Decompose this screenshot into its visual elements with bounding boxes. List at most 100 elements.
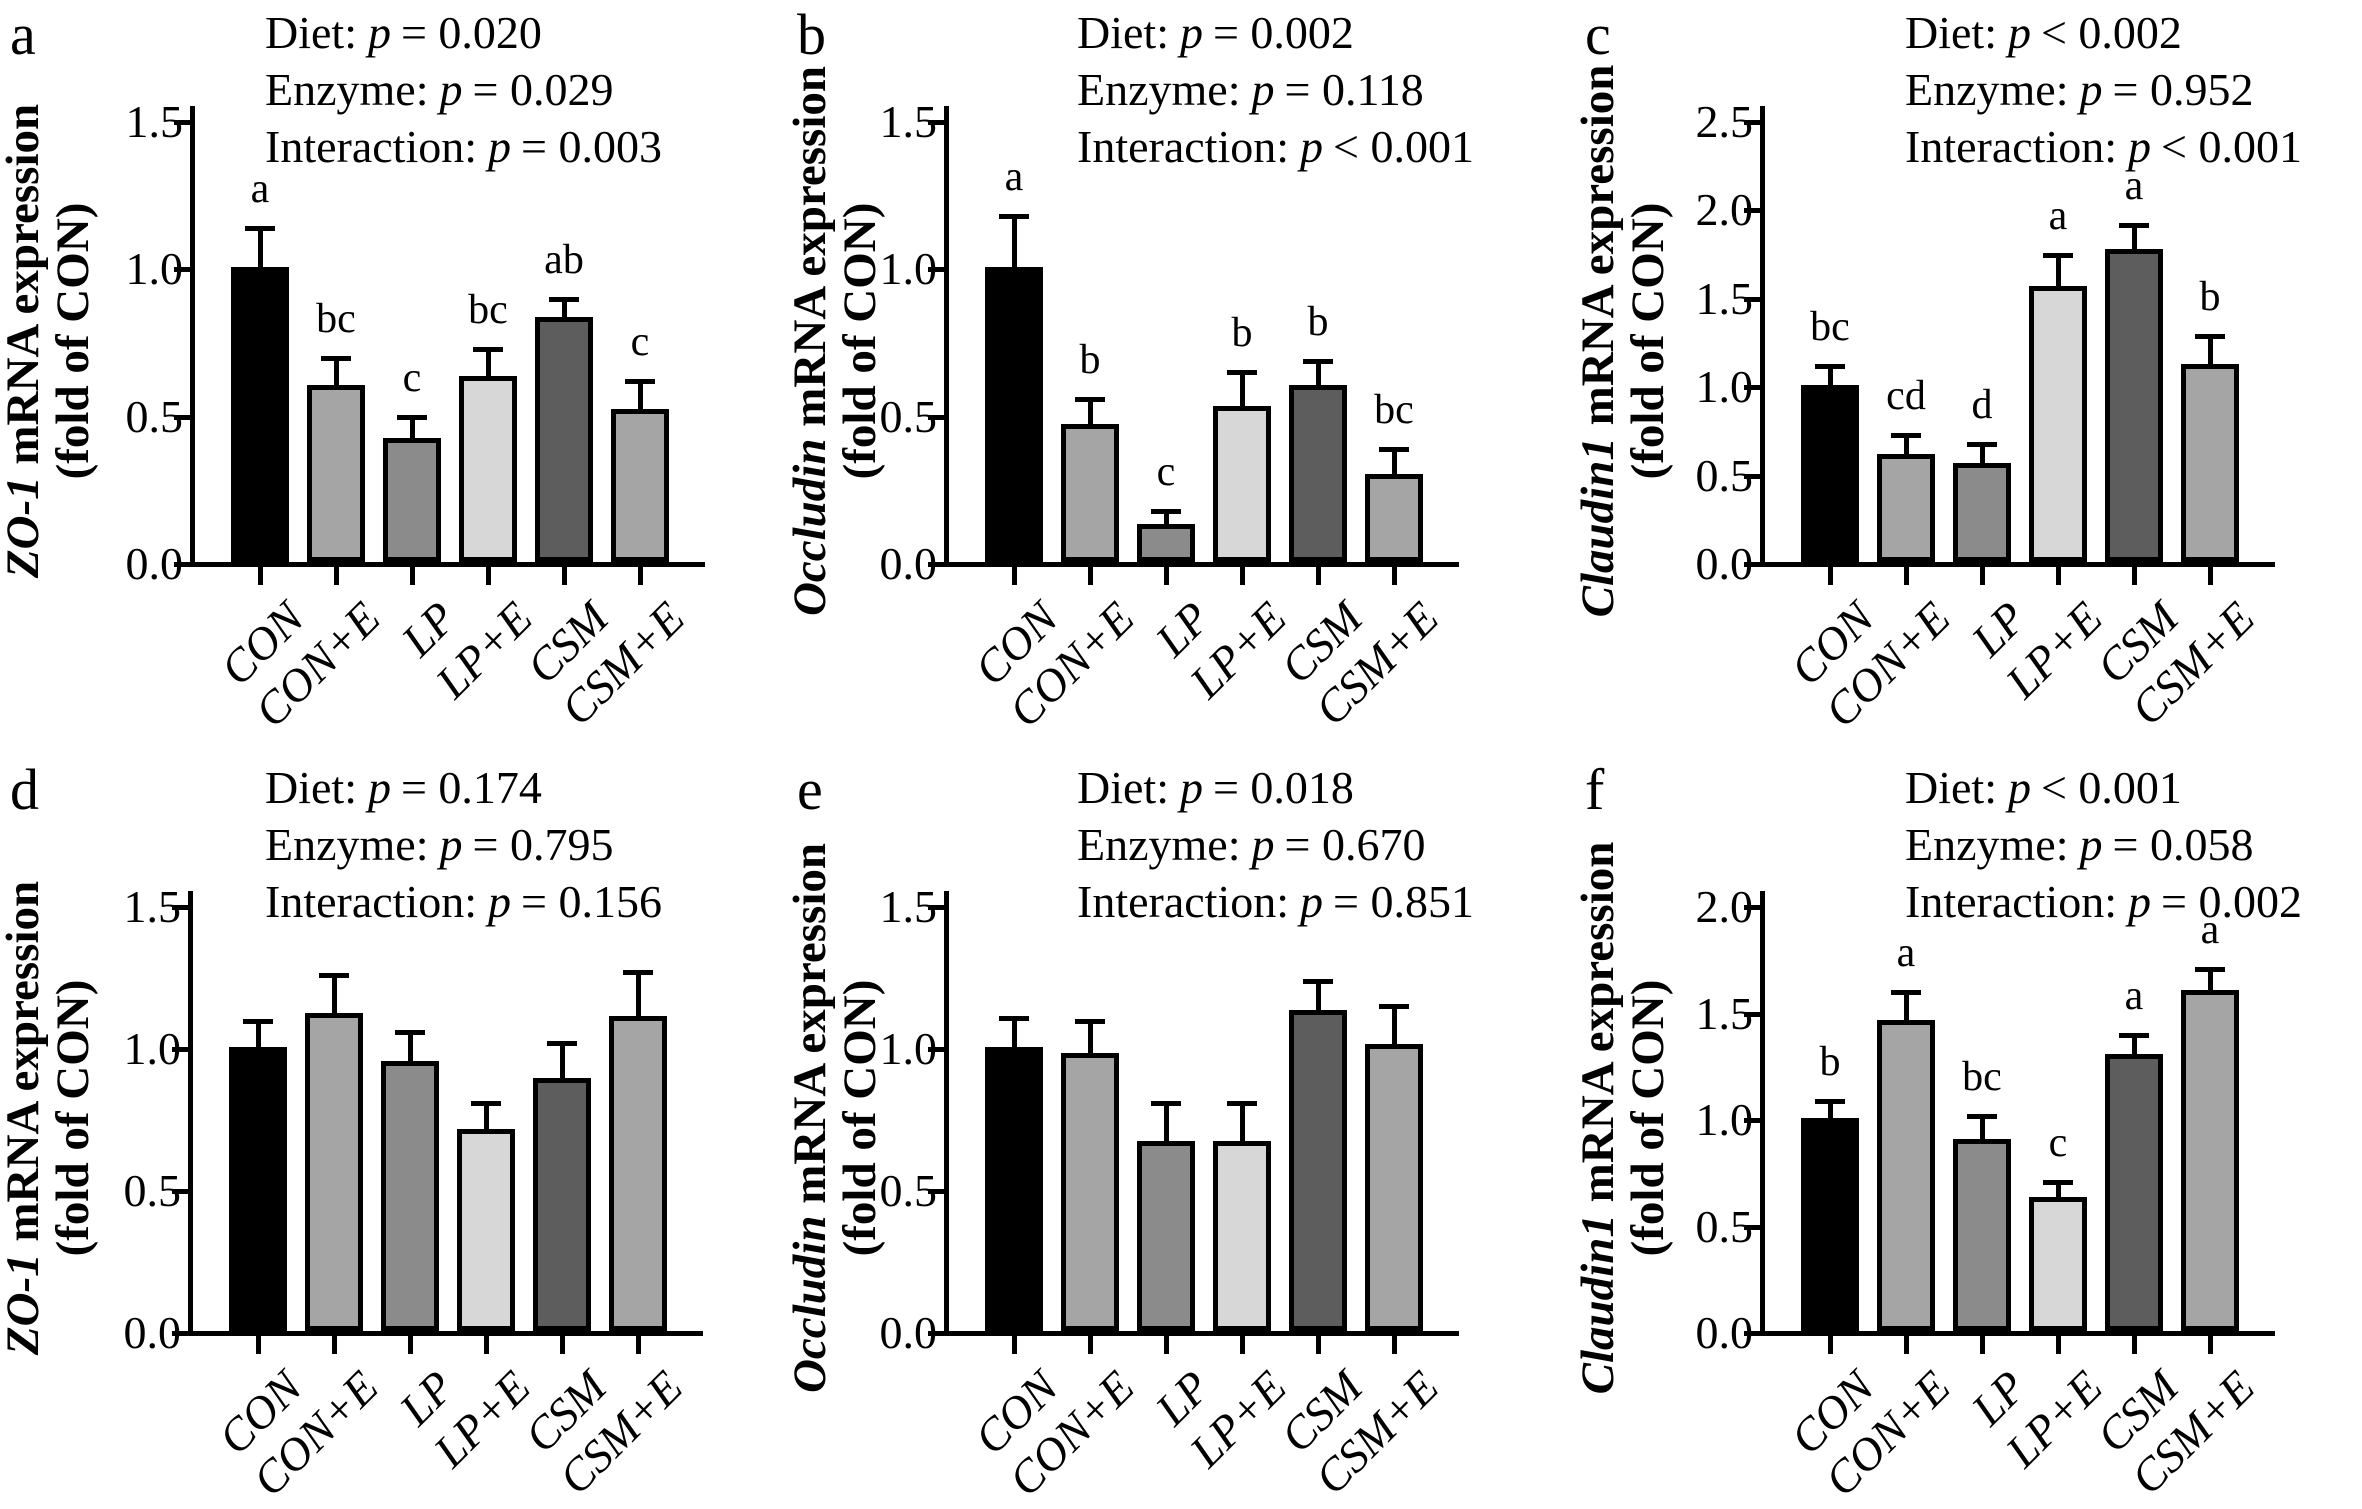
error-bar-cap bbox=[1891, 433, 1921, 438]
error-bar-stem bbox=[1164, 509, 1169, 528]
bar-csm-e bbox=[2181, 990, 2239, 1331]
x-tick bbox=[1904, 1336, 1909, 1354]
error-bar-stem bbox=[1316, 359, 1321, 390]
x-tick bbox=[486, 567, 491, 585]
significance-letter: a bbox=[2124, 163, 2144, 209]
error-bar-stem bbox=[258, 226, 263, 271]
x-tick bbox=[560, 1336, 565, 1354]
x-tick bbox=[1904, 567, 1909, 585]
panel-letter: d bbox=[10, 757, 39, 822]
error-bar-cap bbox=[321, 356, 351, 361]
gene-name: Claudin1 bbox=[1572, 437, 1624, 618]
y-axis-label-line1: ZO-1 mRNA expression bbox=[0, 881, 49, 1355]
significance-letter: c bbox=[1156, 449, 1176, 495]
error-bar-cap bbox=[1075, 1019, 1105, 1024]
y-axis-label-rest: mRNA expression bbox=[1572, 64, 1624, 438]
x-tick bbox=[1392, 1336, 1397, 1354]
error-bar-stem bbox=[1392, 1004, 1397, 1048]
error-bar-cap bbox=[1227, 1101, 1257, 1106]
x-tick bbox=[2056, 567, 2061, 585]
bar-csm bbox=[2105, 249, 2163, 562]
stats-line-enzyme: Enzyme: p = 0.952 bbox=[1905, 61, 2302, 118]
x-tick bbox=[562, 567, 567, 585]
y-tick-label: 0.5 bbox=[879, 1165, 938, 1216]
error-bar-cap bbox=[1151, 509, 1181, 514]
y-axis-label-rest: mRNA expression bbox=[0, 103, 49, 477]
p-symbol: p bbox=[1300, 876, 1324, 927]
x-tick bbox=[1240, 1336, 1245, 1354]
p-symbol: p bbox=[439, 819, 463, 870]
stats-line-diet: Diet: p = 0.002 bbox=[1077, 4, 1474, 61]
error-bar-cap bbox=[549, 297, 579, 302]
significance-letter: a bbox=[2124, 973, 2144, 1019]
x-tick bbox=[256, 1336, 261, 1354]
error-bar-cap bbox=[319, 973, 349, 978]
error-bar-cap bbox=[623, 970, 653, 975]
stats-p-value: = 0.020 bbox=[400, 7, 542, 58]
error-bar-stem bbox=[1240, 370, 1245, 409]
y-tick-label: 1.5 bbox=[123, 881, 182, 932]
significance-letter: c bbox=[630, 319, 650, 365]
y-tick-label: 0.5 bbox=[1695, 1201, 1754, 1252]
stats-factor-label: Diet: bbox=[1905, 7, 1997, 58]
y-axis-label-rest: mRNA expression bbox=[1572, 841, 1624, 1215]
error-bar-cap bbox=[397, 415, 427, 420]
stats-line-interaction: Interaction: p = 0.002 bbox=[1905, 873, 2302, 930]
error-bar-cap bbox=[1815, 364, 1845, 369]
error-bar-stem bbox=[1316, 979, 1321, 1014]
y-tick bbox=[172, 1189, 188, 1194]
x-tick bbox=[334, 567, 339, 585]
x-tick bbox=[1088, 1336, 1093, 1354]
significance-letter: bc bbox=[1810, 304, 1850, 350]
stats-factor-label: Interaction: bbox=[1077, 876, 1290, 927]
stats-factor-label: Interaction: bbox=[1905, 876, 2118, 927]
error-bar-stem bbox=[2056, 253, 2061, 291]
error-bar-cap bbox=[395, 1030, 425, 1035]
stats-line-interaction: Interaction: p = 0.851 bbox=[1077, 873, 1474, 930]
bar-con bbox=[231, 267, 289, 562]
panel-letter: b bbox=[797, 2, 826, 67]
x-tick bbox=[1164, 567, 1169, 585]
stats-line-interaction: Interaction: p = 0.003 bbox=[265, 118, 662, 175]
bar-csm-e bbox=[2181, 364, 2239, 562]
error-bar-stem bbox=[2208, 967, 2213, 994]
stats-p-value: = 0.156 bbox=[521, 876, 662, 927]
p-symbol: p bbox=[1251, 64, 1275, 115]
significance-letter: bc bbox=[1962, 1054, 2002, 1100]
y-tick bbox=[174, 120, 190, 125]
stats-line-enzyme: Enzyme: p = 0.118 bbox=[1077, 61, 1474, 118]
y-tick bbox=[928, 267, 944, 272]
error-bar-cap bbox=[1227, 370, 1257, 375]
x-tick bbox=[410, 567, 415, 585]
stats-line-diet: Diet: p = 0.018 bbox=[1077, 759, 1474, 816]
chart-panel-d: d Diet: p = 0.174 Enzyme: p = 0.795 Interaction… bbox=[0, 755, 787, 1509]
bar-lp-e bbox=[2029, 1197, 2087, 1331]
bar-con bbox=[1801, 1118, 1859, 1331]
bar-con-e bbox=[307, 385, 365, 562]
y-tick bbox=[1744, 208, 1760, 213]
significance-letter: ab bbox=[544, 237, 584, 283]
error-bar-stem bbox=[1828, 364, 1833, 389]
p-symbol: p bbox=[2007, 762, 2031, 813]
significance-letter: b bbox=[1079, 337, 1101, 383]
y-tick-label: 1.0 bbox=[123, 1023, 182, 1074]
significance-letter: b bbox=[1819, 1039, 1841, 1085]
error-bar-cap bbox=[2119, 223, 2149, 228]
stats-block: Diet: p = 0.002 Enzyme: p = 0.118 Interaction:… bbox=[1077, 4, 1474, 175]
error-bar-cap bbox=[1151, 1101, 1181, 1106]
y-tick-label: 2.5 bbox=[1695, 96, 1754, 147]
error-bar-stem bbox=[1088, 1019, 1093, 1057]
y-tick bbox=[1744, 1118, 1760, 1123]
bar-csm-e bbox=[609, 1016, 667, 1331]
y-tick bbox=[172, 1331, 188, 1336]
p-symbol: p bbox=[2128, 876, 2152, 927]
bar-lp bbox=[383, 438, 441, 562]
significance-letter: a bbox=[1004, 154, 1024, 200]
y-tick-label: 0.0 bbox=[1695, 1307, 1754, 1358]
x-tick bbox=[1828, 1336, 1833, 1354]
error-bar-cap bbox=[1815, 1099, 1845, 1104]
error-bar-cap bbox=[1891, 990, 1921, 995]
error-bar-cap bbox=[245, 226, 275, 231]
error-bar-stem bbox=[1904, 990, 1909, 1024]
stats-factor-label: Diet: bbox=[1077, 762, 1169, 813]
